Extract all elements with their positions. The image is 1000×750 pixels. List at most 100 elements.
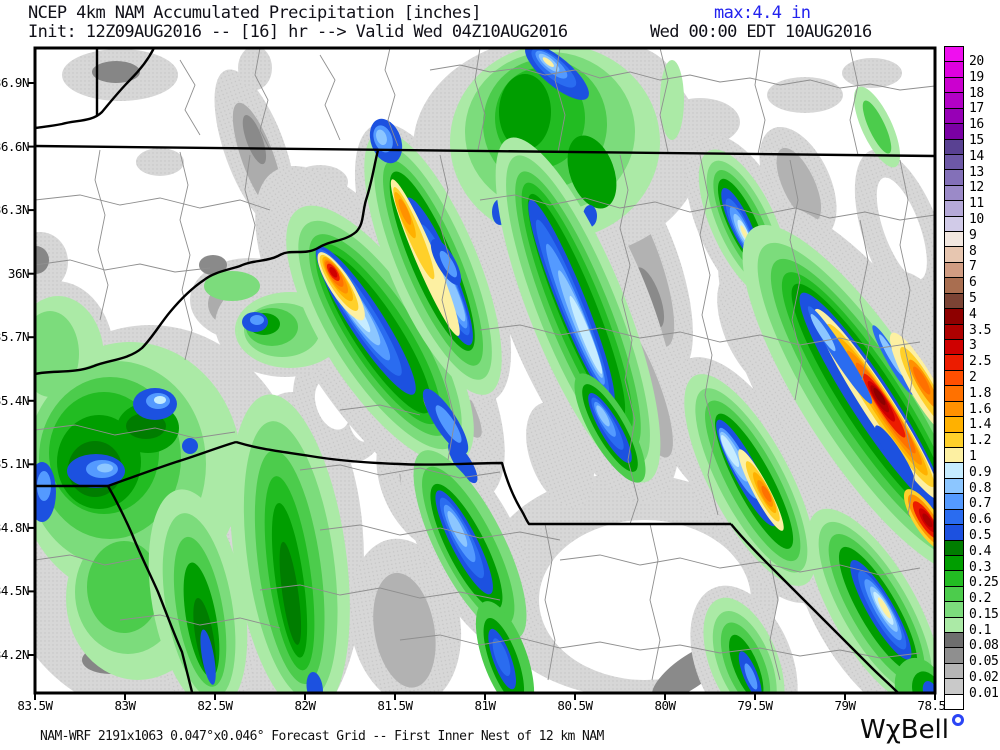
colorbar-cell — [945, 446, 963, 463]
colorbar-cell — [945, 92, 963, 108]
colorbar-tick-label: 1.6 — [969, 401, 991, 417]
colorbar-tick-label: 0.9 — [969, 464, 991, 480]
colorbar-cell — [945, 138, 963, 154]
lat-tick-label: 34.8N — [0, 519, 30, 535]
border-nc-sc-east — [730, 523, 900, 693]
colorbar-cell — [945, 123, 963, 139]
colorbar-cell — [945, 184, 963, 201]
colorbar-cell — [945, 76, 963, 93]
lat-tick-label: 36.6N — [0, 138, 30, 154]
colorbar-cell — [945, 616, 963, 633]
colorbar-cell — [945, 585, 963, 602]
colorbar-tick-label: 0.7 — [969, 496, 991, 512]
colorbar-cell — [945, 323, 963, 340]
colorbar-tick-label: 8 — [969, 243, 977, 259]
lat-tick-label: 35.4N — [0, 392, 30, 408]
colorbar-cell — [945, 431, 963, 447]
colorbar-cell — [945, 261, 963, 278]
border-tn-nc — [35, 149, 380, 376]
grid-info: NAM-WRF 2191x1063 0.047°x0.046° Forecast… — [40, 729, 604, 744]
colorbar-tick-label: 0.02 — [969, 670, 999, 686]
colorbar-tick-label: 12 — [969, 180, 984, 196]
lon-tick-label: 80.5W — [557, 698, 593, 713]
colorbar-cell — [945, 277, 963, 293]
weatherbell-logo-text: WχBell — [860, 715, 950, 745]
lat-tick-label: 34.5N — [0, 583, 30, 599]
colorbar — [944, 46, 964, 710]
border-nc-sc-west — [107, 440, 237, 488]
lat-tick-label: 36N — [7, 265, 30, 281]
colorbar-tick-label: 0.15 — [969, 606, 999, 622]
lon-axis: 83.5W 83W 82.5W 82W 81.5W 81W 80.5W 80W 79.5W 79W… — [15, 699, 955, 713]
valid-local-time: Wed 00:00 EDT 10AUG2016 — [650, 22, 872, 42]
border-ga-sc — [106, 485, 194, 693]
colorbar-cell — [945, 462, 963, 478]
lon-tick-label: 79.5W — [737, 698, 773, 713]
colorbar-tick-label: 1.4 — [969, 417, 991, 433]
weatherbell-logo: WχBell — [860, 714, 965, 745]
colorbar-tick-label: 1.2 — [969, 433, 991, 449]
colorbar-tick-label: 4 — [969, 306, 977, 322]
colorbar-cell — [945, 601, 963, 617]
colorbar-cell — [945, 539, 963, 555]
colorbar-tick-label: 9 — [969, 227, 977, 243]
colorbar-cell — [945, 647, 963, 663]
colorbar-tick-label: 6 — [969, 275, 977, 291]
colorbar-cell — [945, 153, 963, 170]
lat-tick-label: 36.3N — [0, 202, 30, 218]
colorbar-cell — [945, 693, 963, 710]
colorbar-tick-label: 1 — [969, 448, 977, 464]
colorbar-labels: 20 19 18 17 16 15 14 13 12 11 10 9 8 7 6 5 4 3.5 3 2.5 2 1.8 1… — [969, 54, 1000, 702]
colorbar-tick-label: 16 — [969, 117, 984, 133]
border-ky-va — [35, 48, 156, 130]
colorbar-cell — [945, 200, 963, 216]
colorbar-tick-label: 15 — [969, 132, 984, 148]
state-borders — [35, 48, 935, 693]
colorbar-cell — [945, 308, 963, 324]
colorbar-cell — [945, 554, 963, 571]
colorbar-cell — [945, 246, 963, 262]
colorbar-tick-label: 2.5 — [969, 354, 991, 370]
logo-degree-icon — [952, 714, 965, 726]
colorbar-cell — [945, 369, 963, 386]
colorbar-tick-label: 0.25 — [969, 575, 999, 591]
lon-tick-label: 83W — [114, 698, 136, 713]
colorbar-cell — [945, 107, 963, 124]
lon-tick-label: 80W — [654, 698, 676, 713]
colorbar-cell — [945, 231, 963, 247]
lat-tick-label: 34.2N — [0, 646, 30, 662]
colorbar-tick-label: 11 — [969, 196, 984, 212]
colorbar-cell — [945, 292, 963, 309]
colorbar-cell — [945, 354, 963, 370]
lat-tick-label: 35.7N — [0, 329, 30, 345]
precip-shading — [35, 48, 935, 693]
colorbar-tick-label: 18 — [969, 85, 984, 101]
max-value-label: max:4.4 in — [714, 3, 811, 23]
colorbar-tick-label: 0.01 — [969, 685, 999, 701]
colorbar-tick-label: 1.8 — [969, 385, 991, 401]
colorbar-tick-label: 0.08 — [969, 638, 999, 654]
colorbar-tick-label: 0.6 — [969, 512, 991, 528]
colorbar-tick-label: 0.5 — [969, 527, 991, 543]
colorbar-tick-label: 0.4 — [969, 543, 991, 559]
colorbar-cell — [945, 215, 963, 232]
colorbar-cell — [945, 632, 963, 648]
lon-tick-label: 79W — [834, 698, 856, 713]
init-valid-line: Init: 12Z09AUG2016 -- [16] hr --> Valid … — [28, 22, 568, 42]
lon-tick-label: 82W — [294, 698, 316, 713]
lat-tick-label: 35.1N — [0, 456, 30, 472]
colorbar-tick-label: 5 — [969, 290, 977, 306]
lon-tick-label: 83.5W — [17, 698, 53, 713]
colorbar-cell — [945, 169, 963, 185]
lat-axis: 36.9N 36.6N 36.3N 36N 35.7N 35.4N 35.1N 34.8N 34… — [0, 76, 31, 662]
colorbar-cell — [945, 400, 963, 417]
colorbar-tick-label: 3 — [969, 338, 977, 354]
colorbar-tick-label: 7 — [969, 259, 977, 275]
colorbar-cell — [945, 508, 963, 525]
axis-ticks — [28, 82, 936, 700]
colorbar-cell — [945, 477, 963, 494]
colorbar-cell — [945, 493, 963, 509]
colorbar-tick-label: 2 — [969, 369, 977, 385]
